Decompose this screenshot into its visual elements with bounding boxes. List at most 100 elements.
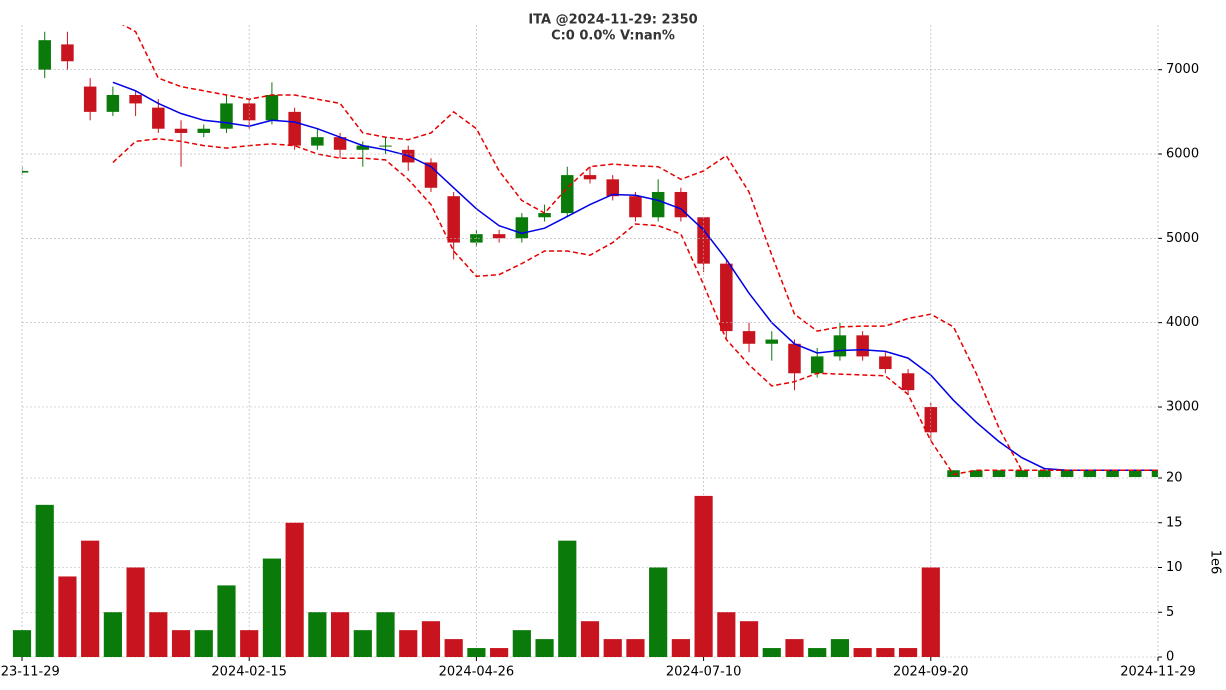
x-tick-label: 2024-07-10 xyxy=(666,665,742,680)
candle-body xyxy=(38,40,51,70)
volume-bar xyxy=(785,639,804,657)
y-tick-label: 5000 xyxy=(1166,231,1199,246)
candle-body xyxy=(265,94,279,121)
candle-body xyxy=(720,263,733,332)
candle-body xyxy=(742,331,756,344)
candle-body xyxy=(106,94,120,112)
volume-bar xyxy=(171,630,191,657)
candle-body xyxy=(356,145,370,150)
band-line xyxy=(112,81,1158,472)
candle-body xyxy=(22,170,29,173)
candle-body xyxy=(561,175,574,214)
candle-body xyxy=(129,94,142,104)
price-panel xyxy=(22,25,1158,477)
candle-body xyxy=(1083,470,1097,477)
candle-body xyxy=(810,356,824,374)
candle-body xyxy=(1106,470,1119,477)
volume-bar xyxy=(512,630,531,657)
candle-body xyxy=(606,179,619,197)
volume-bar xyxy=(921,567,940,657)
candle-body xyxy=(651,191,665,218)
candle-body xyxy=(901,373,915,391)
candle-body xyxy=(1060,470,1074,477)
volume-bar xyxy=(330,612,350,657)
candle-body xyxy=(83,86,97,112)
volume-bar xyxy=(830,639,850,657)
volume-bar xyxy=(126,567,145,657)
volume-bar xyxy=(580,621,600,657)
volume-bar xyxy=(717,612,736,657)
y-tick-label: 6000 xyxy=(1166,147,1199,162)
volume-bar xyxy=(262,558,282,657)
candle-body xyxy=(311,137,324,146)
volume-bar xyxy=(81,540,100,657)
candle-body xyxy=(288,111,301,146)
x-tick-label: 2024-09-20 xyxy=(893,665,969,680)
volume-bar xyxy=(12,630,32,657)
x-tick-label: 2024-11-29 xyxy=(1120,665,1196,680)
band-line xyxy=(112,138,1158,476)
candle-body xyxy=(379,145,392,147)
volume-bar xyxy=(626,639,645,657)
y-tick-label: 15 xyxy=(1166,515,1183,530)
volume-bar xyxy=(739,621,759,657)
candle-body xyxy=(538,213,551,218)
volume-bar xyxy=(308,612,327,657)
volume-bar xyxy=(217,585,236,657)
band-line xyxy=(121,25,1158,472)
volume-bar xyxy=(353,630,372,657)
volume-bar xyxy=(399,630,418,657)
candle-body xyxy=(788,343,801,374)
y-tick-label: 5 xyxy=(1166,605,1174,620)
candle-body xyxy=(1015,470,1028,477)
candle-body xyxy=(765,339,779,344)
candle-body xyxy=(583,175,597,180)
candle-body xyxy=(1129,470,1142,477)
candle-body xyxy=(242,103,256,121)
x-tick-label: 2024-04-26 xyxy=(439,665,515,680)
volume-bar xyxy=(898,648,918,657)
y-tick-label: 0 xyxy=(1166,650,1174,665)
candle-body xyxy=(220,103,233,129)
volume-bar xyxy=(376,612,395,657)
volume-bar xyxy=(58,576,77,657)
volume-bar xyxy=(535,639,554,657)
volume-bar xyxy=(149,612,168,657)
volume-bar xyxy=(444,639,463,657)
volume-bar xyxy=(490,648,509,657)
candle-body xyxy=(333,137,347,150)
chart-subtitle: C:0 0.0% V:nan% xyxy=(551,29,675,44)
volume-bar xyxy=(35,504,54,657)
y-tick-label: 20 xyxy=(1166,471,1183,486)
y-tick-label: 3000 xyxy=(1166,400,1199,415)
volume-bar xyxy=(194,630,213,657)
volume-bar xyxy=(603,639,622,657)
chart-title: ITA @2024-11-29: 2350 xyxy=(528,13,697,28)
volume-bar xyxy=(876,648,895,657)
candle-body xyxy=(197,128,211,133)
candle-body xyxy=(924,407,938,433)
candle-body xyxy=(992,470,1006,477)
candle-body xyxy=(174,128,188,133)
volume-bar xyxy=(762,648,781,657)
y-tick-label: 4000 xyxy=(1166,315,1199,330)
candle-body xyxy=(629,196,642,218)
candle-body xyxy=(152,107,165,129)
y-tick-label: 7000 xyxy=(1166,62,1199,77)
candle-body xyxy=(1038,470,1051,477)
volume-bar xyxy=(853,648,872,657)
candle-body xyxy=(492,234,506,239)
x-tick-label: 2024-02-15 xyxy=(211,665,287,680)
candle-body xyxy=(447,196,460,243)
candle-body xyxy=(856,335,869,357)
volume-bar xyxy=(467,648,486,657)
volume-bar xyxy=(649,567,668,657)
candle-body xyxy=(515,217,529,239)
candle-body xyxy=(697,217,710,264)
volume-unit-label: 1e6 xyxy=(1208,550,1223,575)
volume-bar xyxy=(694,495,713,657)
volume-bar xyxy=(285,522,304,657)
volume-bar xyxy=(558,540,577,657)
